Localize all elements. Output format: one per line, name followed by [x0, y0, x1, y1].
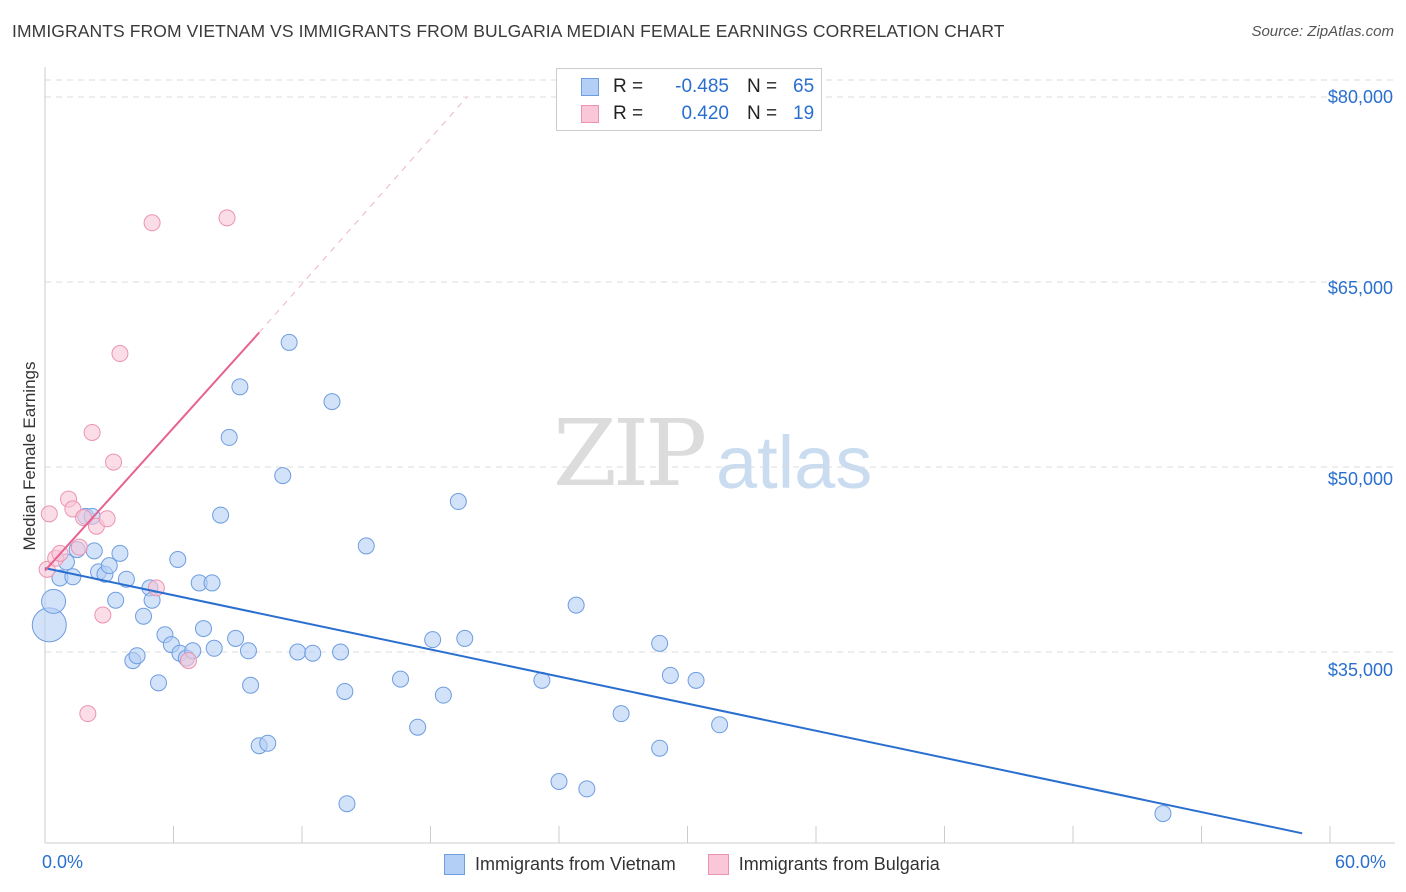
- gridlines: [45, 79, 1395, 653]
- bulgaria-point: [105, 453, 123, 471]
- bulgaria-point: [79, 705, 97, 723]
- legend-label: Immigrants from Vietnam: [475, 853, 676, 874]
- vietnam-point: [231, 378, 249, 396]
- bulgaria-point: [143, 214, 161, 232]
- legend-item-bulgaria[interactable]: Immigrants from Bulgaria: [707, 853, 940, 875]
- vietnam-point: [203, 574, 221, 592]
- vietnam-point: [338, 795, 356, 813]
- vietnam-point: [687, 671, 705, 689]
- vietnam-point: [242, 676, 260, 694]
- vietnam-point: [169, 551, 187, 568]
- vietnam-point: [212, 506, 230, 524]
- vietnam-point: [117, 570, 135, 588]
- n-label: N =: [747, 103, 778, 124]
- vietnam-point: [274, 467, 292, 485]
- legend-swatch-pink: [581, 105, 599, 123]
- bulgaria-point: [98, 510, 116, 528]
- x-tick-label: 0.0%: [42, 852, 84, 872]
- trend-lines: [44, 96, 1303, 835]
- watermark-atlas: atlas: [716, 421, 873, 504]
- vietnam-point: [409, 718, 427, 736]
- vietnam-point: [661, 666, 679, 684]
- vietnam-point: [612, 705, 630, 723]
- legend-swatch-blue: [581, 78, 599, 96]
- vietnam-point: [100, 557, 118, 575]
- vietnam-trend-line: [44, 567, 1303, 835]
- vietnam-point: [424, 631, 442, 649]
- vietnam-point: [280, 333, 298, 351]
- legend-swatch-pink: [707, 853, 729, 875]
- vietnam-point: [1154, 805, 1172, 823]
- vietnam-point: [434, 686, 452, 704]
- bulgaria-trend-extension: [258, 96, 468, 333]
- n-value: 65: [793, 76, 815, 97]
- vietnam-point: [259, 734, 277, 752]
- y-tick-label: $35,000: [1327, 660, 1393, 680]
- vietnam-point: [357, 537, 375, 555]
- axes: [44, 67, 1395, 844]
- vietnam-point: [107, 591, 125, 609]
- vietnam-point: [111, 544, 129, 562]
- vietnam-point: [711, 716, 729, 734]
- r-label: R =: [613, 103, 644, 124]
- bulgaria-point: [83, 423, 101, 441]
- correlation-legend: R = -0.485 N = 65 R = 0.420 N = 19: [556, 68, 822, 131]
- vietnam-point: [449, 493, 467, 511]
- legend-label: Immigrants from Bulgaria: [738, 853, 940, 874]
- vietnam-point: [289, 643, 307, 661]
- bulgaria-point: [94, 606, 112, 624]
- vietnam-point: [336, 682, 354, 700]
- y-tick-label: $80,000: [1327, 87, 1393, 107]
- legend-item-vietnam[interactable]: Immigrants from Vietnam: [444, 853, 676, 875]
- vietnam-point: [578, 780, 596, 798]
- bulgaria-point: [218, 209, 236, 227]
- vietnam-point: [323, 393, 341, 411]
- legend-row-bulgaria: R = 0.420 N = 19: [581, 102, 814, 126]
- vietnam-point: [392, 670, 410, 688]
- vietnam-point: [150, 674, 168, 692]
- vietnam-point: [332, 643, 350, 661]
- vietnam-point: [64, 568, 82, 586]
- bulgaria-point: [40, 505, 58, 523]
- vietnam-point: [550, 773, 568, 790]
- vietnam-point: [456, 629, 474, 647]
- vietnam-point: [651, 739, 669, 757]
- vietnam-point: [304, 644, 322, 662]
- bulgaria-trend-line: [44, 331, 260, 572]
- bulgaria-point: [70, 538, 88, 556]
- r-value: 0.420: [681, 103, 729, 124]
- bulgaria-point: [111, 345, 129, 363]
- vietnam-point: [239, 642, 257, 660]
- vietnam-point: [85, 542, 103, 560]
- n-label: N =: [747, 76, 778, 97]
- y-tick-label: $65,000: [1327, 278, 1393, 298]
- vietnam-point: [194, 620, 212, 638]
- y-tick-label: $50,000: [1327, 469, 1393, 489]
- legend-row-vietnam: R = -0.485 N = 65: [581, 75, 814, 99]
- vietnam-point: [135, 607, 153, 625]
- x-tick-label: 60.0%: [1335, 852, 1387, 872]
- legend-swatch-blue: [444, 853, 465, 875]
- vietnam-point: [651, 634, 669, 652]
- series-legend: Immigrants from Vietnam Immigrants from …: [444, 851, 972, 877]
- data-points: [31, 209, 1172, 823]
- source-label: Source: ZipAtlas.com: [1251, 23, 1394, 40]
- chart-title: IMMIGRANTS FROM VIETNAM VS IMMIGRANTS FR…: [12, 21, 1005, 41]
- vietnam-point: [41, 588, 67, 614]
- r-value: -0.485: [675, 76, 729, 97]
- vietnam-point: [128, 647, 146, 665]
- vietnam-point: [227, 629, 245, 647]
- n-value: 19: [793, 103, 815, 124]
- r-label: R =: [613, 76, 644, 97]
- watermark-zip: ZIP: [553, 400, 707, 507]
- bulgaria-point: [179, 652, 197, 670]
- vietnam-point: [220, 428, 238, 446]
- y-axis-label: Median Female Earnings: [20, 361, 39, 551]
- vietnam-point: [205, 639, 223, 657]
- vietnam-point: [567, 596, 585, 614]
